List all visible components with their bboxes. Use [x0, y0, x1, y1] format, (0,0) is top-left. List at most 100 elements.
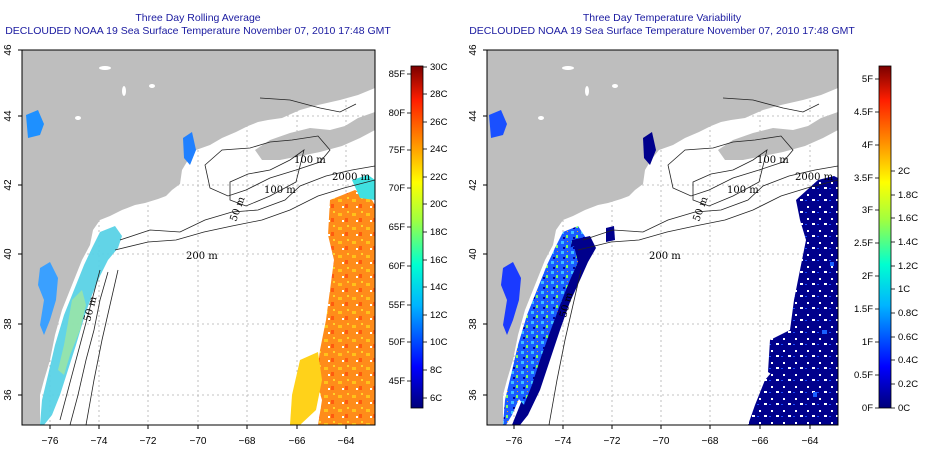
contour-label-100m-b: 100 m	[264, 185, 296, 196]
y-tick-label: 44	[3, 110, 14, 122]
lakes	[75, 66, 155, 120]
x-tick-label: −66	[289, 436, 306, 447]
colorbar-label: 0.8C	[898, 308, 918, 319]
contour-label-100m: 100 m	[294, 155, 326, 166]
y-axis-labels: 36 38 40 42 44 46	[468, 44, 479, 401]
colorbar-label: 16C	[430, 255, 448, 266]
contour-label-100m: 100 m	[757, 155, 789, 166]
bathymetry-contours	[548, 97, 838, 425]
colorbar-label: 0.2C	[898, 379, 918, 390]
contour-label-200m: 200 m	[649, 251, 681, 262]
bathymetry-contours	[59, 97, 375, 425]
colorbar-label: 30C	[430, 62, 448, 73]
colorbar-label: 2C	[898, 166, 910, 177]
x-tick-label: −74	[91, 436, 108, 447]
var-coastal-shelf-inner	[518, 246, 578, 405]
x-tick-label: −66	[752, 436, 769, 447]
x-axis-ticks	[49, 425, 347, 429]
colorbar-variability: 0F 0.5F 1F 1.5F 2F 2.5F 3F 3.5F 4F 4.5F …	[854, 65, 918, 414]
x-tick-label: −68	[239, 436, 256, 447]
map-frame	[486, 49, 839, 426]
colorbar-label: 4.5F	[854, 107, 873, 118]
land-nova-scotia	[718, 112, 838, 160]
colorbar-label: 1.8C	[898, 190, 918, 201]
colorbar-label: 70F	[389, 183, 406, 194]
colorbar-label: 1.2C	[898, 261, 918, 272]
colorbar-label: 2F	[862, 271, 873, 282]
colorbar-label: 8C	[430, 365, 442, 376]
land-mass	[22, 50, 375, 425]
land-nova-scotia	[255, 112, 375, 160]
colorbar-label: 1.4C	[898, 237, 918, 248]
land-mass	[487, 50, 838, 425]
var-small-patch	[606, 226, 615, 242]
land-islands	[763, 68, 838, 102]
y-tick-label: 42	[468, 179, 479, 191]
colorbar-label: 28C	[430, 89, 448, 100]
colorbar-label: 0.4C	[898, 355, 918, 366]
var-offshore-b	[768, 330, 795, 380]
colorbar-label: 60F	[389, 261, 406, 272]
colorbar-label: 0C	[898, 403, 910, 414]
colorbar-label: 50F	[389, 337, 406, 348]
contour-label-2000m: 2000 m	[795, 172, 834, 183]
sst-coastal-warm	[58, 290, 86, 375]
sst-offshore-yellow	[290, 352, 322, 425]
colorbar-label: 55F	[389, 300, 406, 311]
y-tick-label: 40	[3, 248, 14, 260]
colorbar-label: 1.6C	[898, 213, 918, 224]
colorbar-label: 18C	[430, 227, 448, 238]
colorbar-label: 12C	[430, 310, 448, 321]
var-nw-patch	[489, 110, 507, 138]
colorbar-label: 4F	[862, 140, 873, 151]
panel-title: Three Day Temperature Variability	[583, 12, 742, 24]
colorbar-label: 14C	[430, 282, 448, 293]
colorbar-label: 3.5F	[854, 173, 873, 184]
y-tick-label: 36	[3, 389, 14, 401]
sst-gulf-maine-north	[183, 132, 196, 165]
colorbar-label: 1F	[862, 337, 873, 348]
var-offshore	[748, 176, 838, 425]
map-area: 100 m 100 m 2000 m 50 m 200 m 50 m	[22, 50, 375, 425]
colorbar-label: 65F	[389, 222, 406, 233]
colorbar-label: 85F	[389, 69, 406, 80]
lakes	[538, 66, 618, 120]
contour-label-2000m: 2000 m	[332, 172, 371, 183]
y-axis-ticks	[18, 49, 22, 396]
land-islands	[300, 68, 375, 102]
y-tick-label: 44	[468, 110, 479, 122]
colorbar-label: 6C	[430, 393, 442, 404]
colorbar-sst: 45F 50F 55F 60F 65F 70F 75F 80F 85F 6C 8…	[389, 62, 448, 409]
sst-nw-patch	[26, 110, 44, 138]
right-panel: Three Day Temperature Variability DECLOU…	[468, 12, 918, 447]
y-tick-label: 42	[3, 179, 14, 191]
colorbar-label: 45F	[389, 376, 406, 387]
x-tick-label: −76	[506, 436, 523, 447]
colorbar-label: 26C	[430, 117, 448, 128]
colorbar-label: 24C	[430, 144, 448, 155]
x-tick-label: −70	[653, 436, 670, 447]
colorbar-label: 10C	[430, 337, 448, 348]
colorbar-label: 1C	[898, 284, 910, 295]
colorbar-label: 75F	[389, 145, 406, 156]
colorbar-label: 0F	[862, 403, 873, 414]
x-tick-label: −64	[338, 436, 355, 447]
y-tick-label: 36	[468, 389, 479, 401]
x-axis-labels: −76 −74 −72 −70 −68 −66 −64	[506, 436, 819, 447]
x-axis-ticks	[513, 425, 811, 429]
y-tick-label: 38	[3, 318, 14, 330]
contour-label-200m: 200 m	[186, 251, 218, 262]
colorbar-label: 3F	[862, 205, 873, 216]
colorbar-label: 80F	[389, 108, 406, 119]
left-panel: Three Day Rolling Average DECLOUDED NOAA…	[3, 12, 448, 447]
map-area: 100 m 100 m 2000 m 50 m 200 m 50 m	[487, 50, 838, 425]
colorbar-label: 1.5F	[854, 304, 873, 315]
x-tick-label: −76	[42, 436, 59, 447]
x-tick-label: −70	[190, 436, 207, 447]
colorbar-label: 2.5F	[854, 238, 873, 249]
y-tick-label: 46	[3, 44, 14, 56]
x-tick-label: −72	[604, 436, 621, 447]
colorbar-label: 20C	[430, 199, 448, 210]
sst-offshore-warm	[316, 190, 375, 425]
